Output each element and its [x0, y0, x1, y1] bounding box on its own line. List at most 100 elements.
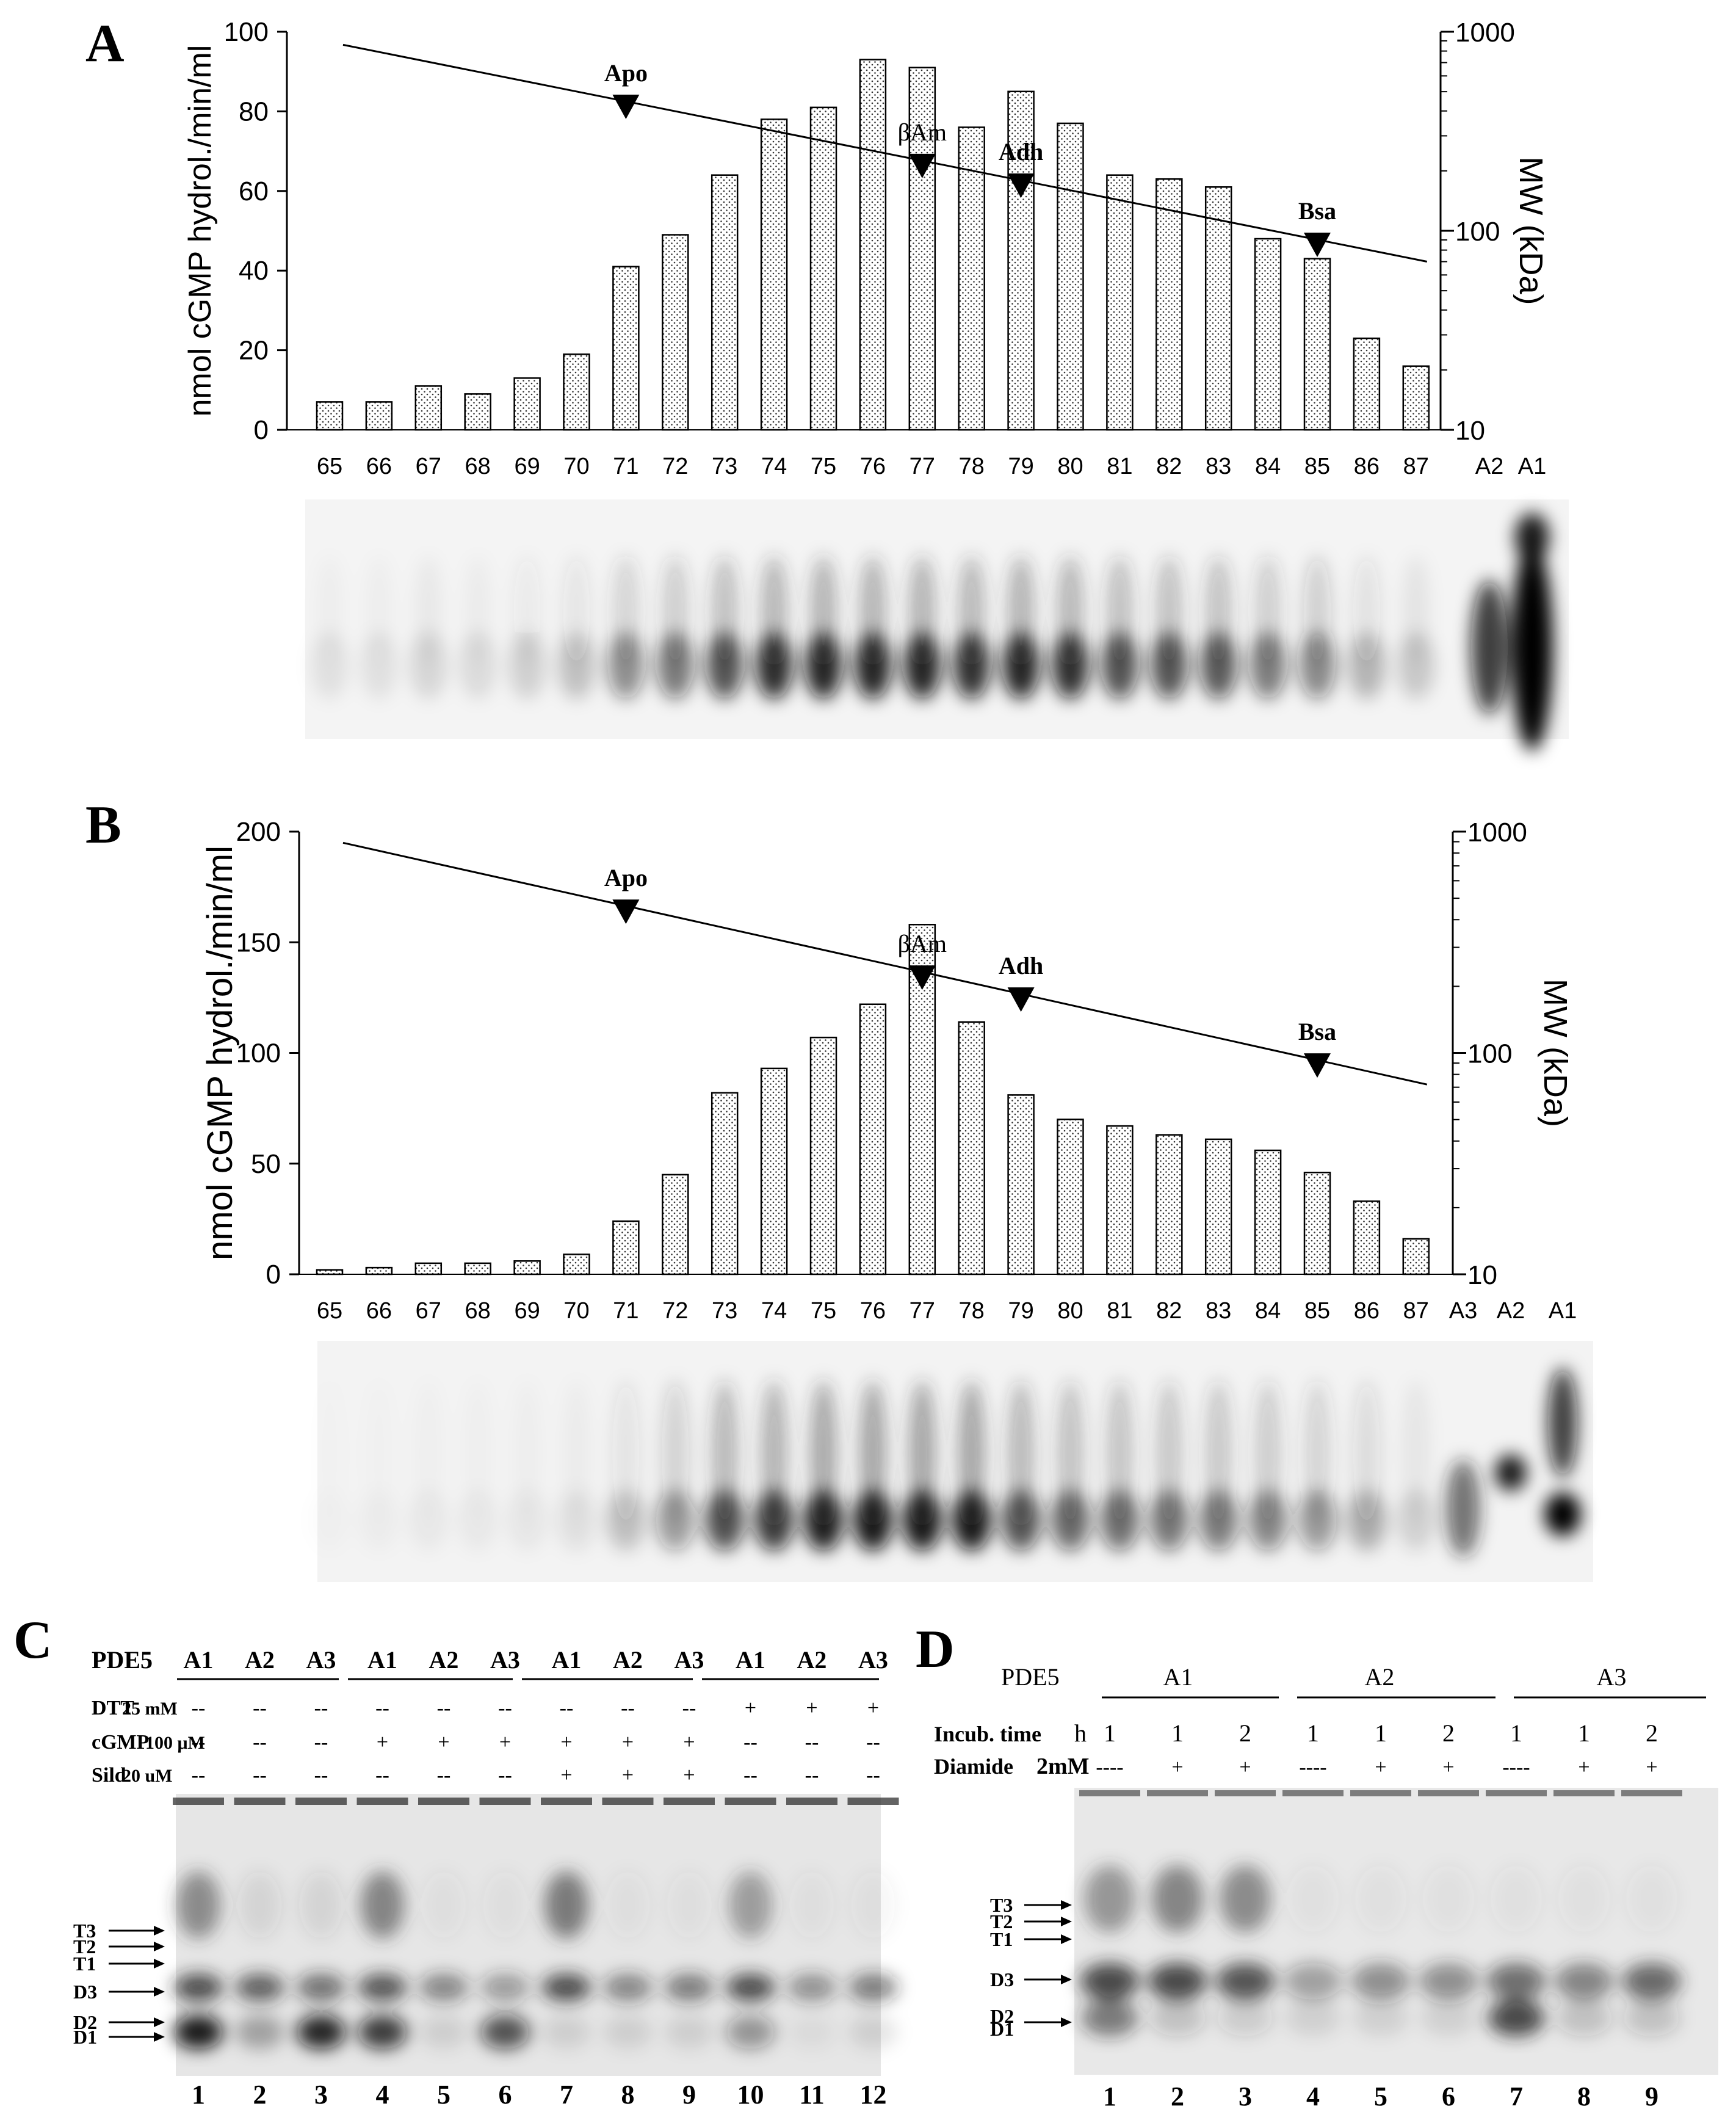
gel-d-band-d12: [1217, 2000, 1273, 2036]
condition-value: +: [867, 1697, 879, 1719]
band-arrow-head: [154, 1959, 165, 1969]
condition-value: +: [438, 1731, 449, 1754]
gel-d-band-d3: [1555, 1963, 1613, 2000]
x-tick-label: 67: [416, 1298, 441, 1324]
gel-d-band-t: [1220, 1865, 1271, 1932]
band-arrow-head: [1061, 1917, 1072, 1926]
bar-fraction-87: [1402, 365, 1430, 431]
panel-b-letter: B: [85, 796, 121, 855]
condition-value: --: [192, 1731, 206, 1754]
gel-b-lane-a1-smear: [1548, 1368, 1577, 1478]
gel-d-band-d3: [1080, 1963, 1139, 2000]
gel-d-band-t: [1355, 1865, 1406, 1932]
lane-number: 8: [621, 2080, 635, 2110]
gel-b-lane-smear: [1156, 1380, 1183, 1526]
band-arrow-head: [154, 2017, 165, 2027]
gel-c-band-t: [728, 1871, 773, 1939]
gel-c-band-t: [544, 1871, 588, 1939]
condition-value: --: [314, 1764, 328, 1787]
x-tick-label: 66: [366, 454, 392, 479]
lane-number: 3: [314, 2080, 328, 2110]
gel-d-well: [1553, 1790, 1615, 1796]
gel-c-well: [664, 1798, 715, 1805]
x-tick-label: 84: [1255, 1298, 1281, 1324]
gel-b-lane-a2: [1495, 1454, 1527, 1491]
gel-d-band-d3: [1622, 1963, 1681, 2000]
gel-c-well: [418, 1798, 469, 1805]
gel-b-lane-smear: [908, 1380, 936, 1526]
x-tick-label-a3: A3: [1449, 1298, 1477, 1324]
gel-d-well: [1147, 1790, 1208, 1796]
bar-fraction-70: [563, 1254, 590, 1276]
bar-fraction-71: [612, 266, 640, 431]
gel-d-band-d12: [1353, 2000, 1409, 2036]
condition-value: --: [314, 1731, 328, 1754]
gel-a-lane-smear: [1205, 556, 1232, 666]
bar-fraction-73: [711, 174, 739, 431]
gel-c-band-t: [606, 1871, 650, 1939]
gel-d-well: [1350, 1790, 1411, 1796]
band-label-t3: T3: [990, 1894, 1013, 1916]
gel-b-lane-smear: [514, 1380, 541, 1526]
gel-c-band-d12: [542, 2015, 591, 2049]
condition-conc: 20 uM: [122, 1766, 173, 1786]
x-tick-label: 76: [860, 1298, 886, 1324]
condition-value: --: [498, 1764, 512, 1787]
gel-d-band-d3: [1487, 1963, 1546, 2000]
gel-c-well: [847, 1798, 899, 1805]
bar-fraction-85: [1303, 1172, 1331, 1276]
diamide-value: +: [1239, 1756, 1251, 1779]
y2-tick-label: 10: [1467, 1260, 1497, 1290]
diamide-value: ----: [1299, 1756, 1326, 1779]
marker-apo-triangle: [612, 95, 640, 120]
marker-adh-triangle: [1007, 173, 1035, 198]
bar-fraction-66: [365, 1266, 393, 1276]
bar-fraction-82: [1156, 1134, 1183, 1276]
band-label-t2: T2: [73, 1936, 96, 1958]
y-axis-right-label: MW (kDa): [1537, 979, 1574, 1127]
gel-d-well: [1486, 1790, 1547, 1796]
gel-d-band-d12: [1488, 2000, 1544, 2036]
gel-d-band-d3: [1419, 1963, 1478, 2000]
y-tick-label: 20: [239, 336, 269, 366]
gel-c-band-d12: [603, 2015, 653, 2049]
gel-d-band-t: [1152, 1865, 1203, 1932]
calibration-line: [342, 841, 1428, 1086]
isoform-label: A3: [858, 1646, 888, 1674]
gel-a-lane-smear: [366, 556, 392, 666]
band-label-d3: D3: [73, 1981, 97, 2003]
incub-value: 1: [1171, 1719, 1184, 1747]
gel-b-lane-band: [458, 1490, 497, 1551]
condition-value: --: [192, 1764, 206, 1787]
gel-c-well: [541, 1798, 592, 1805]
x-tick-label: 85: [1304, 454, 1330, 479]
isoform-label: A2: [613, 1646, 643, 1674]
y-axis-left-label: nmol cGMP hydrol./min/ml: [200, 846, 240, 1260]
lane-number: 4: [1306, 2081, 1320, 2111]
gel-c-band-t: [237, 1871, 282, 1939]
diamide-label: Diamide: [934, 1754, 1013, 1779]
gel-b-lane-a3: [1446, 1459, 1480, 1557]
condition-value: --: [253, 1731, 267, 1754]
x-tick-label: 85: [1304, 1298, 1330, 1324]
marker-adh-triangle: [1007, 987, 1035, 1012]
x-tick-label: 80: [1057, 454, 1083, 479]
gel-b-lane-smear: [1402, 1380, 1430, 1526]
diamide-value: ----: [1502, 1756, 1530, 1779]
gel-a-lane-a1-top: [1515, 513, 1549, 562]
pde5-label: PDE5: [1001, 1663, 1060, 1691]
gel-d-band-d3: [1351, 1963, 1410, 2000]
gel-c-well: [725, 1798, 776, 1805]
bar-fraction-76: [859, 59, 887, 431]
gel-b-lane-smear: [1254, 1380, 1282, 1526]
x-tick-label: 68: [465, 454, 491, 479]
lane-number: 8: [1577, 2081, 1591, 2111]
bar-fraction-84: [1254, 238, 1282, 431]
condition-value: --: [375, 1764, 389, 1787]
y2-tick-label: 10: [1455, 416, 1485, 446]
isoform-label: A1: [367, 1646, 397, 1674]
gel-b-lane-smear: [1007, 1380, 1035, 1526]
gel-b-lane-band: [507, 1490, 547, 1551]
gel-c-band-t: [360, 1871, 405, 1939]
gel-a-lane-smear: [513, 556, 541, 666]
